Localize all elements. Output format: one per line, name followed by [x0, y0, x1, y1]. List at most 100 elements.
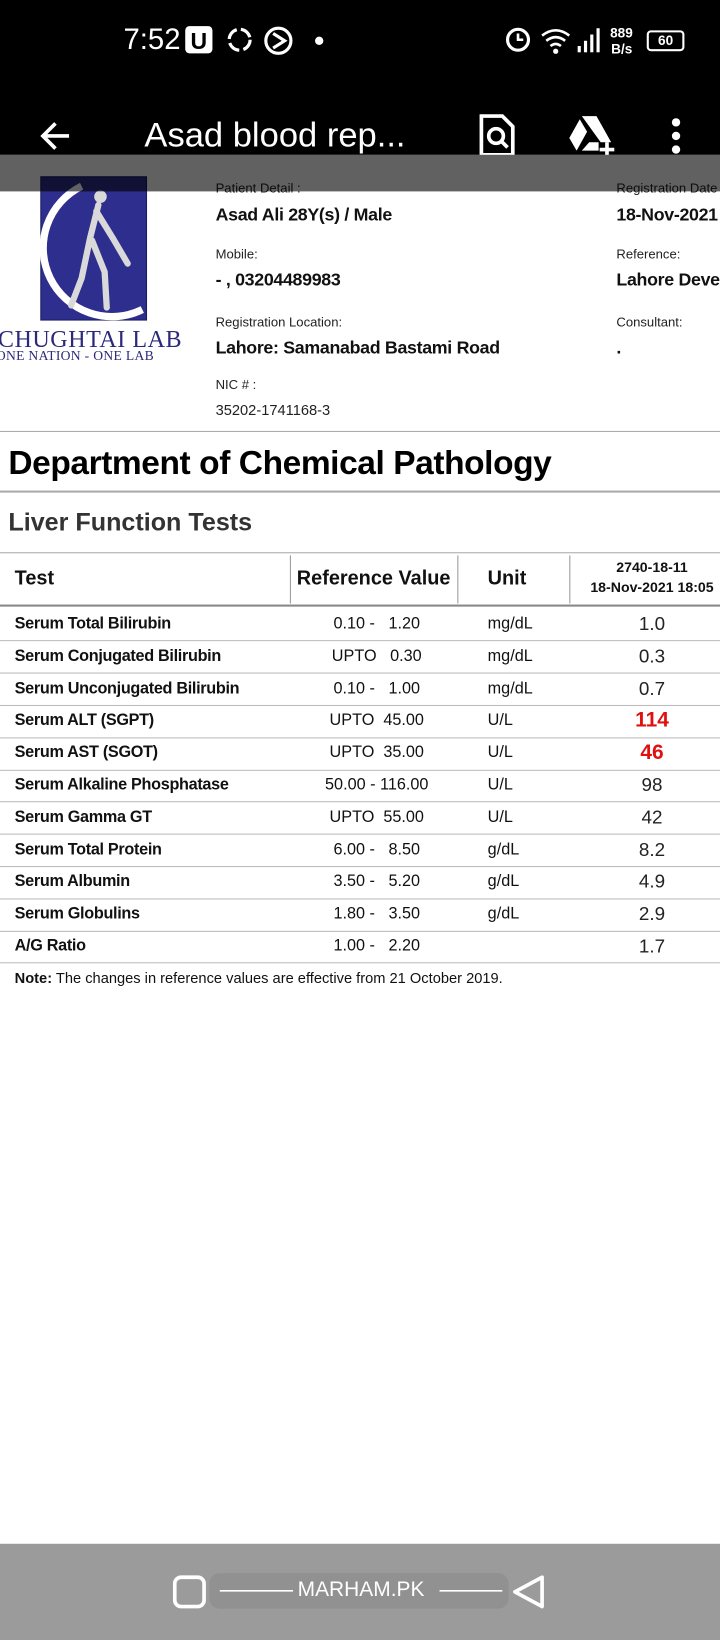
row-rule: [0, 640, 720, 642]
column-header: Reference Value: [296, 567, 451, 590]
row-rule: [0, 833, 720, 835]
note-label: Note:: [14, 969, 53, 987]
reference-value: UPTO 0.30: [331, 647, 422, 665]
field-value: .: [616, 337, 622, 358]
result-value: 42: [641, 806, 663, 828]
result-value: 46: [640, 741, 664, 765]
note-text: The changes in reference values are effe…: [55, 969, 503, 987]
svg-text:U: U: [191, 28, 208, 54]
test-name: Serum Alkaline Phosphatase: [14, 776, 229, 794]
battery: 60: [646, 30, 685, 52]
row-rule: [0, 801, 720, 803]
status-icons: U: [185, 26, 324, 55]
drive-button[interactable]: [567, 113, 617, 157]
test-name: Serum Conjugated Bilirubin: [14, 647, 222, 665]
unit: mg/dL: [487, 647, 533, 665]
unit: g/dL: [487, 840, 520, 859]
test-name: Serum Unconjugated Bilirubin: [14, 679, 240, 698]
battery-level: 60: [658, 32, 674, 49]
logo-mark: [39, 176, 148, 321]
field-label: NIC # :: [215, 377, 257, 393]
field-value: Asad Ali 28Y(s) / Male: [215, 205, 393, 225]
field-label: Mobile:: [215, 246, 258, 262]
test-name: Serum ALT (SGPT): [14, 711, 154, 730]
nav-buttons: [172, 1573, 544, 1609]
unit: U/L: [487, 743, 513, 762]
column-separator: [457, 555, 459, 604]
field-value: 35202-1741168-3: [215, 401, 331, 419]
result-header: 18-Nov-2021 18:05: [590, 579, 714, 596]
reference-value: 50.00 - 116.00: [325, 776, 429, 794]
unit: g/dL: [487, 904, 520, 923]
result-value: 0.7: [638, 677, 666, 699]
net-speed: 889: [610, 25, 633, 41]
result-value: 1.7: [638, 935, 666, 957]
field-value: - , 03204489983: [215, 269, 341, 290]
divider: [0, 490, 720, 493]
result-value: 0.3: [638, 645, 666, 667]
test-name: Serum AST (SGOT): [14, 743, 158, 762]
row-rule: [0, 930, 720, 932]
reference-value: 6.00 - 8.50: [333, 840, 421, 859]
row-rule: [0, 737, 720, 739]
section-title: Liver Function Tests: [8, 508, 253, 537]
column-header: Unit: [487, 567, 527, 590]
field-label: Reference:: [616, 246, 681, 262]
reference-value: 3.50 - 5.20: [333, 872, 421, 891]
row-rule: [0, 672, 720, 674]
find-button[interactable]: [477, 113, 519, 159]
back-button[interactable]: [38, 117, 76, 155]
result-value: 98: [641, 774, 663, 796]
logo-name: CHUGHTAI LAB: [0, 326, 183, 353]
unit: mg/dL: [487, 615, 533, 633]
field-label: Consultant:: [616, 314, 683, 330]
reference-value: UPTO 45.00: [329, 711, 424, 730]
reference-value: UPTO 55.00: [329, 808, 424, 827]
result-header: 2740-18-11: [616, 559, 688, 576]
test-name: Serum Total Bilirubin: [14, 615, 172, 633]
reference-value: 0.10 - 1.20: [333, 615, 421, 633]
result-value: 4.9: [638, 871, 666, 893]
result-value: 2.9: [638, 903, 666, 925]
test-name: Serum Globulins: [14, 904, 140, 923]
column-separator: [289, 555, 291, 604]
test-name: A/G Ratio: [14, 937, 86, 955]
field-value: Lahore: Samanabad Bastami Road: [215, 337, 501, 358]
result-value: 8.2: [638, 838, 666, 860]
unit: U/L: [487, 808, 513, 827]
unit: mg/dL: [487, 679, 533, 698]
department-title: Department of Chemical Pathology: [8, 443, 552, 482]
reference-value: 0.10 - 1.00: [333, 679, 421, 698]
watermark: MARHAM.PK: [297, 1578, 425, 1602]
divider: [0, 552, 720, 554]
field-value: Lahore Devel: [616, 269, 720, 290]
menu-button[interactable]: [663, 117, 688, 157]
header-rule: [0, 604, 720, 607]
row-rule: [0, 866, 720, 868]
toolbar-shadow-band: [0, 154, 720, 192]
row-rule: [0, 962, 720, 964]
logo-tagline: ONE NATION - ONE LAB: [0, 347, 155, 363]
row-rule: [0, 898, 720, 900]
note: Note: The changes in reference values ar…: [15, 970, 503, 987]
row-rule: [0, 704, 720, 706]
status-right-icons: [505, 27, 600, 54]
test-name: Serum Total Protein: [14, 840, 162, 859]
reference-value: 1.80 - 3.50: [333, 904, 421, 923]
status-time: 7:52: [123, 23, 181, 56]
field-value: 18-Nov-2021: [616, 205, 718, 225]
result-value: 1.0: [638, 613, 666, 635]
reference-value: 1.00 - 2.20: [333, 937, 421, 955]
unit: g/dL: [487, 872, 520, 891]
test-name: Serum Gamma GT: [14, 808, 152, 827]
field-label: Registration Location:: [215, 314, 343, 330]
column-header: Test: [14, 567, 55, 590]
unit: U/L: [487, 711, 513, 730]
reference-value: UPTO 35.00: [329, 743, 424, 762]
toolbar-title: Asad blood rep...: [144, 115, 406, 154]
test-name: Serum Albumin: [14, 872, 131, 891]
unit: U/L: [487, 776, 513, 794]
column-separator: [569, 555, 571, 604]
row-rule: [0, 769, 720, 771]
